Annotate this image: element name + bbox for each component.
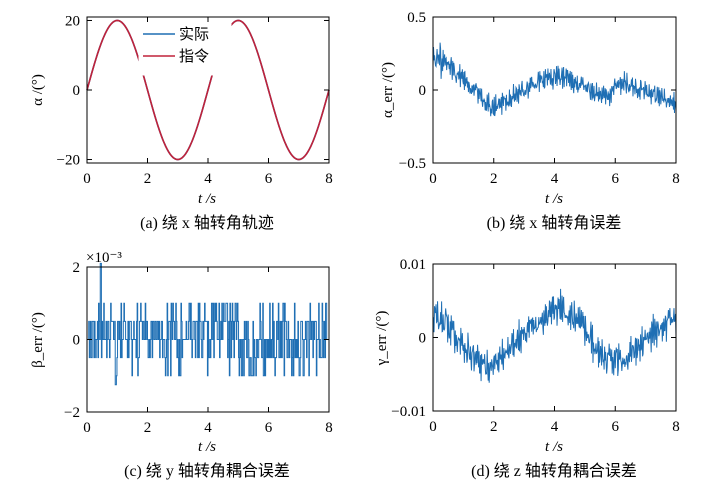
panel-a-xtick-label: 8 xyxy=(325,171,333,187)
panel-a-ytick-label: 20 xyxy=(65,13,80,29)
panel-c-ytick-label: 2 xyxy=(73,260,81,276)
panel-a-xtick-label: 4 xyxy=(204,171,212,187)
panel-a-xlabel: t /s xyxy=(198,191,216,207)
panel-a-caption: (a) 绕 x 轴转角轨迹 xyxy=(140,214,274,232)
panel-a-xtick-label: 2 xyxy=(144,171,152,187)
panel-d-frame xyxy=(432,263,677,412)
panel-c-xtick-label: 6 xyxy=(265,420,273,436)
panel-b-ytick-label: −0.5 xyxy=(399,156,426,172)
panel-d-xtick-label: 2 xyxy=(490,419,498,435)
panel-d-xtick-label: 6 xyxy=(612,419,620,435)
panel-b-ytick-label: 0.5 xyxy=(407,10,426,26)
panel-a-ylabel: α /(°) xyxy=(30,74,46,106)
panel-c-scale-label: ×10⁻³ xyxy=(86,250,122,266)
panel-d-xtick-label: 8 xyxy=(672,419,680,435)
panel-b-xlabel: t /s xyxy=(545,191,563,207)
panel-d-ytick-label: −0.01 xyxy=(391,404,426,420)
panel-c-xlabel: t /s xyxy=(198,439,216,455)
panel-d-xtick-label: 0 xyxy=(429,419,437,435)
panel-c-xtick-label: 2 xyxy=(144,420,152,436)
panel-b-xtick-label: 6 xyxy=(612,171,620,187)
panel-a-legend-box xyxy=(138,22,232,76)
panel-a-ytick-label: −20 xyxy=(57,153,80,169)
panel-b-series-1-line xyxy=(432,42,677,117)
panel-a-legend-label-2: 指令 xyxy=(179,47,209,65)
panel-c-plot: 0 2 4 6 8−202 xyxy=(64,260,333,436)
panel-b-xtick-label: 2 xyxy=(490,171,498,187)
panel-d-ytick-label: 0 xyxy=(419,331,427,347)
panel-b-caption: (b) 绕 x 轴转角误差 xyxy=(487,214,622,232)
panel-c: 0 2 4 6 8−202 (c) 绕 y 轴转角耦合误差 t /s β_err /(°… xyxy=(30,250,333,480)
panel-b-ylabel: α_err /(°) xyxy=(380,62,396,118)
panel-c-ytick-label: −2 xyxy=(64,405,80,421)
panel-a-series-2-line xyxy=(86,19,330,161)
panel-d-caption: (d) 绕 z 轴转角耦合误差 xyxy=(471,462,637,480)
panel-b-xtick-label: 4 xyxy=(551,171,559,187)
panel-b-plot: 0 2 4 6 8−0.500.5 xyxy=(399,10,680,187)
panel-c-caption: (c) 绕 y 轴转角耦合误差 xyxy=(124,462,290,480)
panel-b-ytick-label: 0 xyxy=(419,83,427,99)
panel-c-xtick-label: 8 xyxy=(325,420,333,436)
panel-b-xtick-label: 8 xyxy=(672,171,680,187)
panel-b: 0 2 4 6 8−0.500.5 (b) 绕 x 轴转角误差 t /s α_err /… xyxy=(380,10,680,232)
panel-c-xtick-label: 0 xyxy=(83,420,91,436)
panel-b-xtick-label: 0 xyxy=(429,171,437,187)
panel-d-series-1-line xyxy=(432,288,677,383)
panel-d-xlabel: t /s xyxy=(545,439,563,455)
panel-a-xtick-label: 0 xyxy=(83,171,91,187)
panel-c-ylabel: β_err /(°) xyxy=(30,312,46,368)
panel-a-xtick-label: 6 xyxy=(265,171,273,187)
panel-d-ylabel: γ_err /(°) xyxy=(374,311,390,367)
panel-c-xtick-label: 4 xyxy=(204,420,212,436)
panel-a-ytick-label: 0 xyxy=(73,83,81,99)
panel-d-xtick-label: 4 xyxy=(551,419,559,435)
panel-d-ytick-label: 0.01 xyxy=(400,257,426,273)
panel-c-ytick-label: 0 xyxy=(73,333,81,349)
panel-a-legend-label-1: 实际 xyxy=(179,25,209,43)
panel-c-series-1-line xyxy=(87,262,329,386)
